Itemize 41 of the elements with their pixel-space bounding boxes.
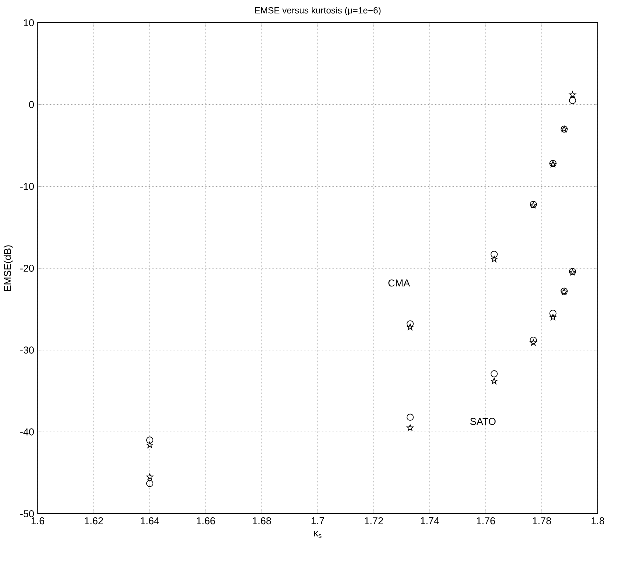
point	[491, 378, 498, 384]
point	[569, 97, 576, 104]
x-tick-label: 1.76	[477, 518, 496, 525]
chart-title: EMSE versus kurtosis (μ=1e−6)	[255, 7, 381, 16]
x-tick-label: 1.7	[312, 518, 324, 524]
x-tick-label: 1.64	[141, 518, 160, 525]
point	[490, 370, 498, 378]
point	[550, 310, 557, 318]
x-tick-label: 1.68	[253, 518, 272, 525]
y-tick-label: 0	[29, 101, 34, 108]
point	[490, 251, 498, 258]
point	[407, 324, 414, 330]
point	[406, 414, 414, 421]
point	[146, 480, 154, 488]
point	[146, 442, 154, 448]
x-tick-label: 1.74	[421, 518, 440, 524]
x-tick-label: 1.72	[365, 518, 384, 524]
x-axis-title: κ$_{s}$	[314, 531, 322, 538]
point	[407, 424, 414, 431]
point	[491, 256, 498, 262]
point	[530, 339, 537, 346]
point	[550, 314, 557, 321]
y-tick-label: -40	[20, 428, 34, 436]
x-tick-label: 1.8	[592, 518, 604, 525]
y-axis-title: EMSE(dB)	[4, 246, 14, 292]
y-tick-label: -50	[20, 510, 34, 518]
point	[530, 336, 538, 344]
point	[146, 436, 154, 444]
point	[146, 474, 154, 480]
x-tick-label: 1.62	[85, 518, 104, 525]
annotation: CMA	[388, 280, 410, 287]
y-tick-label: 10	[24, 19, 34, 27]
y-tick-label: -20	[20, 264, 34, 272]
point	[569, 91, 576, 98]
annotation: SATO	[470, 418, 496, 426]
y-tick-label: -30	[20, 346, 34, 354]
x-tick-label: 1.6	[32, 518, 44, 525]
x-tick-label: 1.66	[197, 518, 216, 525]
point	[406, 320, 414, 328]
x-tick-label: 1.78	[533, 518, 552, 525]
y-tick-label: -10	[20, 183, 34, 190]
